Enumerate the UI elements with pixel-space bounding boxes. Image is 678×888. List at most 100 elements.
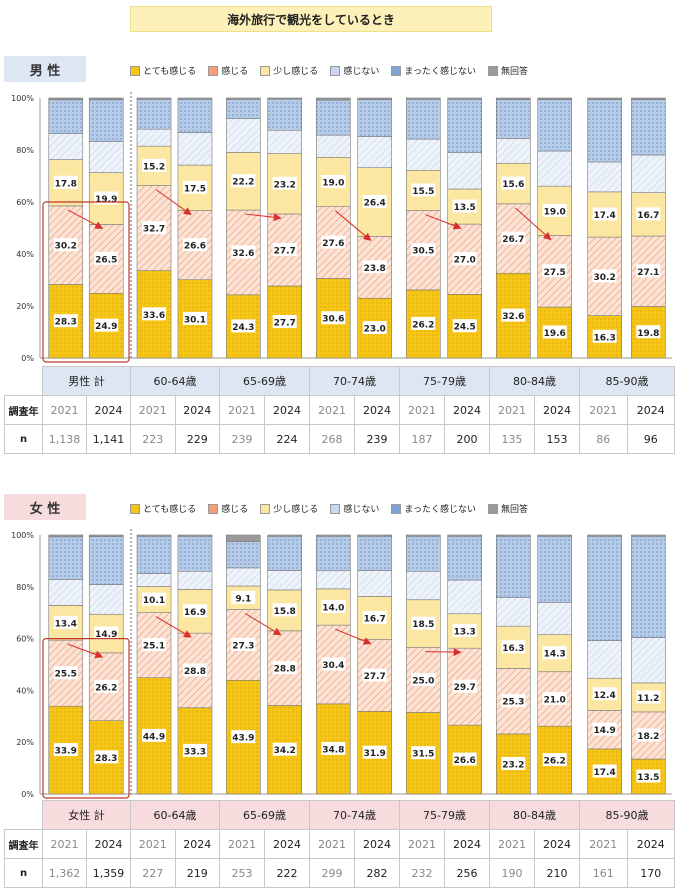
trend-arrow — [335, 628, 372, 645]
bar-segment — [357, 570, 393, 597]
year-cell: 2021 — [42, 395, 87, 425]
data-label-bg — [592, 207, 617, 221]
group-header: 女性 計 — [42, 800, 131, 830]
data-label: 19.6 — [544, 329, 566, 339]
data-label-bg — [53, 314, 78, 328]
data-label: 27.5 — [544, 268, 566, 278]
n-cell: 282 — [354, 858, 400, 888]
year-cell: 2021 — [489, 829, 535, 859]
data-label: 33.9 — [55, 747, 77, 757]
year-cell: 2021 — [130, 395, 176, 425]
n-cell: 153 — [534, 424, 580, 454]
bar-segment — [587, 99, 622, 163]
data-label: 15.8 — [274, 607, 296, 617]
data-label-bg — [411, 243, 436, 257]
data-label-bg — [321, 174, 346, 188]
legend-swatch — [330, 65, 341, 76]
year-cell: 2024 — [444, 395, 490, 425]
legend-item: 無回答 — [487, 64, 528, 77]
data-label-bg — [231, 319, 256, 333]
bar-segment — [267, 535, 303, 571]
data-label-bg — [636, 728, 661, 742]
data-label: 26.2 — [412, 320, 434, 330]
bar-segment — [315, 535, 351, 572]
data-label-bg — [636, 264, 661, 278]
data-label: 17.4 — [594, 768, 616, 778]
legend-label: 感じない — [343, 67, 380, 77]
data-label-bg — [452, 252, 477, 266]
bar-segment — [537, 97, 573, 100]
bar-segment — [48, 579, 84, 606]
data-label: 18.2 — [637, 732, 659, 742]
legend: とても感じる 感じる 少し感じる 感じない まったく感じない 無回答 — [130, 502, 540, 515]
group-header: 75-79歳 — [399, 800, 490, 830]
data-label-bg — [592, 722, 617, 736]
data-label: 19.0 — [544, 207, 566, 217]
n-cell: 190 — [489, 858, 535, 888]
bar-segment — [587, 161, 622, 193]
trend-arrow — [245, 613, 282, 636]
n-cell: 96 — [626, 424, 675, 454]
n-cell: 219 — [174, 858, 220, 888]
data-label-bg — [592, 329, 617, 343]
year-row-label: 調査年 — [4, 395, 43, 425]
data-label-bg — [362, 195, 387, 208]
data-label: 25.0 — [412, 677, 434, 687]
data-label: 34.2 — [274, 746, 296, 756]
data-label: 12.4 — [594, 691, 616, 701]
data-label: 28.8 — [274, 665, 296, 675]
data-label-bg — [452, 319, 477, 333]
n-cell: 1,362 — [42, 858, 87, 888]
year-cell: 2021 — [489, 395, 535, 425]
data-label-bg — [452, 623, 477, 637]
bar-segment — [136, 97, 172, 100]
data-label: 26.2 — [544, 757, 566, 767]
bar-segment — [226, 534, 261, 542]
legend-item: とても感じる — [130, 64, 196, 77]
bar-segment — [357, 99, 393, 137]
bar-segment — [405, 138, 441, 171]
year-row-label: 調査年 — [4, 829, 43, 859]
data-label: 30.6 — [322, 315, 344, 325]
bar-segment — [177, 97, 213, 100]
data-label: 17.5 — [184, 184, 206, 194]
data-label-bg — [542, 264, 567, 278]
data-label: 26.6 — [184, 242, 206, 252]
n-cell: 161 — [579, 858, 628, 888]
bar-segment — [537, 535, 573, 603]
data-label-bg — [636, 207, 661, 221]
data-label-bg — [501, 694, 526, 708]
data-label: 16.3 — [502, 644, 524, 654]
n-cell: 187 — [399, 424, 445, 454]
data-label-bg — [636, 769, 661, 783]
data-label-bg — [272, 661, 297, 675]
bar-segment — [226, 118, 261, 153]
year-cell: 2021 — [579, 395, 628, 425]
year-cell: 2021 — [130, 829, 176, 859]
trend-arrow — [245, 213, 282, 222]
legend-swatch — [260, 65, 271, 76]
legend-item: 感じる — [208, 502, 248, 515]
data-label-bg — [94, 626, 119, 640]
data-label: 14.9 — [95, 630, 117, 640]
stacked-bar-chart: 0% 20% 40% 60% 80% 100% 33.9 25.5 13.4 28.3 26.2 14… — [11, 529, 672, 799]
data-label: 28.8 — [184, 667, 206, 677]
bar-segment — [226, 97, 261, 100]
n-cell: 86 — [579, 424, 628, 454]
legend-item: 感じない — [330, 64, 379, 77]
bar-segment — [495, 99, 531, 139]
data-label-bg — [94, 251, 119, 265]
data-label-bg — [231, 174, 256, 188]
data-label: 30.2 — [55, 242, 77, 252]
bar-segment — [495, 534, 531, 537]
bar-segment — [405, 99, 441, 140]
bar-segment — [631, 535, 666, 638]
year-cell: 2024 — [354, 829, 400, 859]
data-label: 13.4 — [55, 619, 77, 629]
data-label: 11.2 — [637, 694, 659, 704]
n-cell: 224 — [264, 424, 310, 454]
year-cell: 2024 — [626, 395, 675, 425]
data-label-bg — [94, 191, 119, 205]
data-label: 30.5 — [412, 247, 434, 257]
data-label-bg — [182, 180, 207, 194]
